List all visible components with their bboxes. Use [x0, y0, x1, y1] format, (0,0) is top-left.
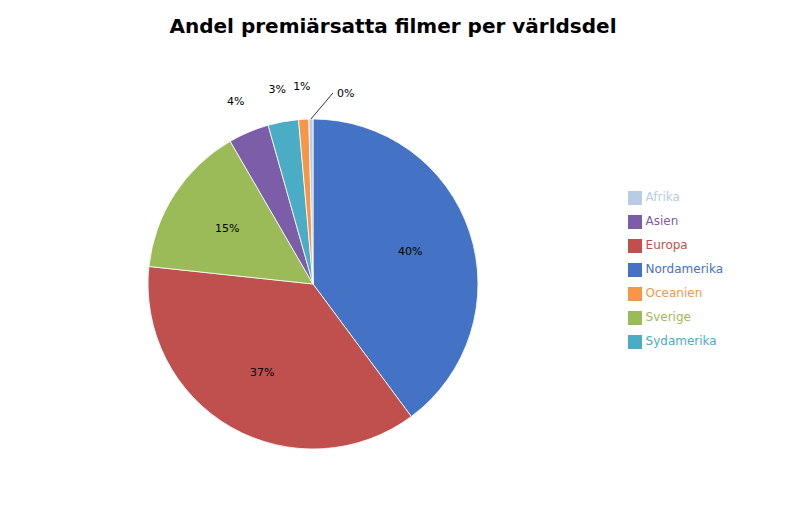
- svg-text:3%: 3%: [269, 83, 286, 96]
- svg-text:1%: 1%: [293, 80, 310, 93]
- svg-text:15%: 15%: [215, 222, 239, 235]
- svg-text:40%: 40%: [398, 245, 422, 258]
- html-text:Nordamerika: Nordamerika: [645, 262, 723, 276]
- html-text:Afrika: Afrika: [645, 190, 680, 204]
- html-text:Sydamerika: Sydamerika: [645, 334, 717, 348]
- html-text:Asien: Asien: [645, 214, 679, 228]
- html-text:Sverige: Sverige: [645, 310, 691, 324]
- svg-text:4%: 4%: [227, 95, 244, 108]
- html-text:Andel premiärsatta filmer per: Andel premiärsatta filmer per världsdel: [169, 14, 617, 38]
- html-text:Oceanien: Oceanien: [645, 286, 703, 300]
- html-text:Europa: Europa: [645, 238, 688, 252]
- svg-text:0%: 0%: [337, 87, 354, 100]
- svg-text:37%: 37%: [250, 366, 274, 379]
